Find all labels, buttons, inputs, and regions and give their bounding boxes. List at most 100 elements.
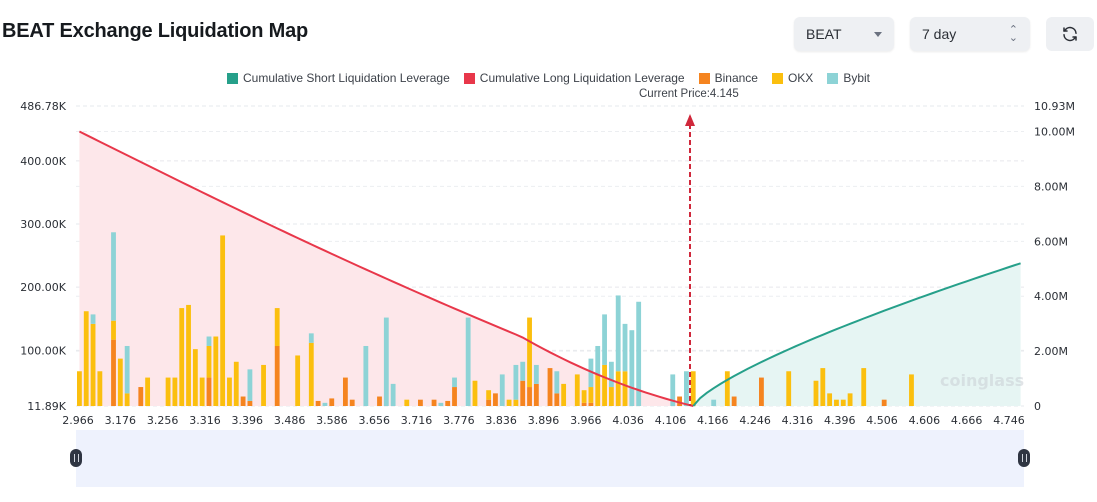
legend-item[interactable]: Bybit: [827, 71, 870, 85]
bar-bybit: [636, 301, 642, 406]
legend-item[interactable]: Cumulative Long Liquidation Leverage: [463, 71, 685, 85]
bar-okx: [295, 355, 301, 406]
bar-okx: [813, 380, 819, 406]
bar-okx: [111, 320, 116, 340]
bar-bybit: [499, 374, 505, 406]
bar-bybit: [608, 361, 614, 388]
time-range-select[interactable]: 7 day ⌃ ⌄: [910, 17, 1030, 51]
bar-binance: [588, 402, 594, 406]
x-tick-label: 4.106: [655, 414, 687, 427]
y-right-tick-label: 4.00M: [1034, 290, 1068, 303]
legend-swatch: [827, 72, 839, 84]
bar-okx: [90, 323, 96, 406]
bar-bybit: [670, 374, 676, 406]
bar-okx: [581, 390, 587, 403]
bar-bybit: [683, 371, 689, 406]
bar-binance: [418, 399, 423, 406]
bar-okx: [192, 349, 198, 406]
bar-okx: [145, 377, 151, 406]
bar-okx: [786, 371, 792, 406]
bar-okx: [179, 308, 185, 406]
x-tick-label: 3.896: [528, 414, 560, 427]
bar-binance: [547, 368, 553, 406]
bar-okx: [206, 345, 212, 378]
bar-binance: [527, 387, 532, 406]
slider-handle-left[interactable]: [70, 449, 82, 467]
bar-binance: [445, 400, 451, 406]
bar-okx: [308, 342, 314, 406]
bar-okx: [97, 371, 103, 406]
bar-okx: [527, 317, 532, 388]
chevron-down-icon: [874, 31, 882, 37]
bar-bybit: [383, 317, 389, 406]
bar-okx: [172, 377, 178, 406]
legend-item[interactable]: Cumulative Short Liquidation Leverage: [226, 71, 450, 85]
coin-select[interactable]: BEAT: [794, 17, 894, 51]
y-right-tick-label: 6.00M: [1034, 235, 1068, 248]
y-left-tick-label: 200.00K: [20, 281, 66, 294]
x-tick-label: 3.316: [189, 414, 221, 427]
x-tick-label: 3.486: [274, 414, 306, 427]
x-tick-label: 3.176: [105, 414, 137, 427]
bar-binance: [493, 393, 498, 406]
bar-okx: [595, 374, 601, 406]
bar-bybit: [390, 383, 396, 406]
bar-binance: [731, 396, 737, 406]
bar-binance: [342, 377, 348, 406]
bar-binance: [533, 383, 539, 406]
bar-binance: [206, 377, 212, 406]
short-area: [693, 263, 1021, 406]
bar-binance: [759, 377, 764, 406]
x-tick-label: 2.966: [62, 414, 94, 427]
bar-bybit: [90, 314, 96, 324]
slider-handle-right[interactable]: [1018, 449, 1030, 467]
refresh-button[interactable]: [1046, 17, 1094, 51]
bar-binance: [349, 399, 355, 406]
bar-bybit: [513, 364, 519, 400]
time-range-value: 7 day: [922, 26, 957, 42]
bar-binance: [677, 396, 682, 406]
bar-bybit: [520, 361, 526, 381]
bar-binance: [554, 393, 560, 406]
x-tick-label: 4.746: [993, 414, 1025, 427]
y-left-tick-label: 486.78K: [20, 100, 66, 113]
bar-okx: [261, 364, 266, 406]
bar-okx: [909, 374, 914, 406]
legend-label: Cumulative Long Liquidation Leverage: [479, 71, 685, 85]
legend-item[interactable]: Binance: [698, 71, 758, 85]
long-area: [79, 131, 694, 407]
x-tick-label: 4.396: [824, 414, 856, 427]
bar-binance: [240, 396, 246, 406]
bar-okx: [820, 368, 826, 406]
current-price-arrow-icon: [685, 114, 695, 126]
bar-okx: [220, 235, 226, 406]
legend-label: Binance: [714, 71, 758, 85]
bar-bybit: [438, 402, 444, 406]
bar-bybit: [554, 371, 560, 394]
bar-okx: [847, 393, 853, 406]
bar-okx: [486, 390, 492, 400]
x-tick-label: 3.776: [443, 414, 475, 427]
zoom-slider-track[interactable]: [76, 430, 1024, 487]
x-tick-label: 3.396: [232, 414, 264, 427]
bar-binance: [274, 345, 280, 406]
current-price-label: Current Price:4.145: [639, 88, 739, 100]
x-tick-label: 3.836: [485, 414, 517, 427]
bar-bybit: [111, 232, 116, 321]
bar-binance: [520, 380, 526, 406]
legend-item[interactable]: OKX: [771, 71, 813, 85]
bar-okx: [834, 399, 839, 406]
bar-bybit: [452, 377, 457, 388]
legend-swatch: [463, 72, 475, 84]
bar-binance: [581, 402, 587, 406]
x-tick-label: 4.246: [739, 414, 771, 427]
chart-legend: Cumulative Short Liquidation Leverage Cum…: [0, 71, 1097, 85]
bar-okx: [724, 371, 730, 406]
bar-bybit: [247, 369, 253, 401]
updown-icon: ⌃ ⌄: [1008, 24, 1018, 44]
bar-bybit: [206, 336, 212, 346]
bar-okx: [513, 399, 519, 406]
x-tick-label: 4.506: [866, 414, 898, 427]
legend-label: Cumulative Short Liquidation Leverage: [242, 71, 450, 85]
refresh-icon: [1063, 26, 1077, 42]
